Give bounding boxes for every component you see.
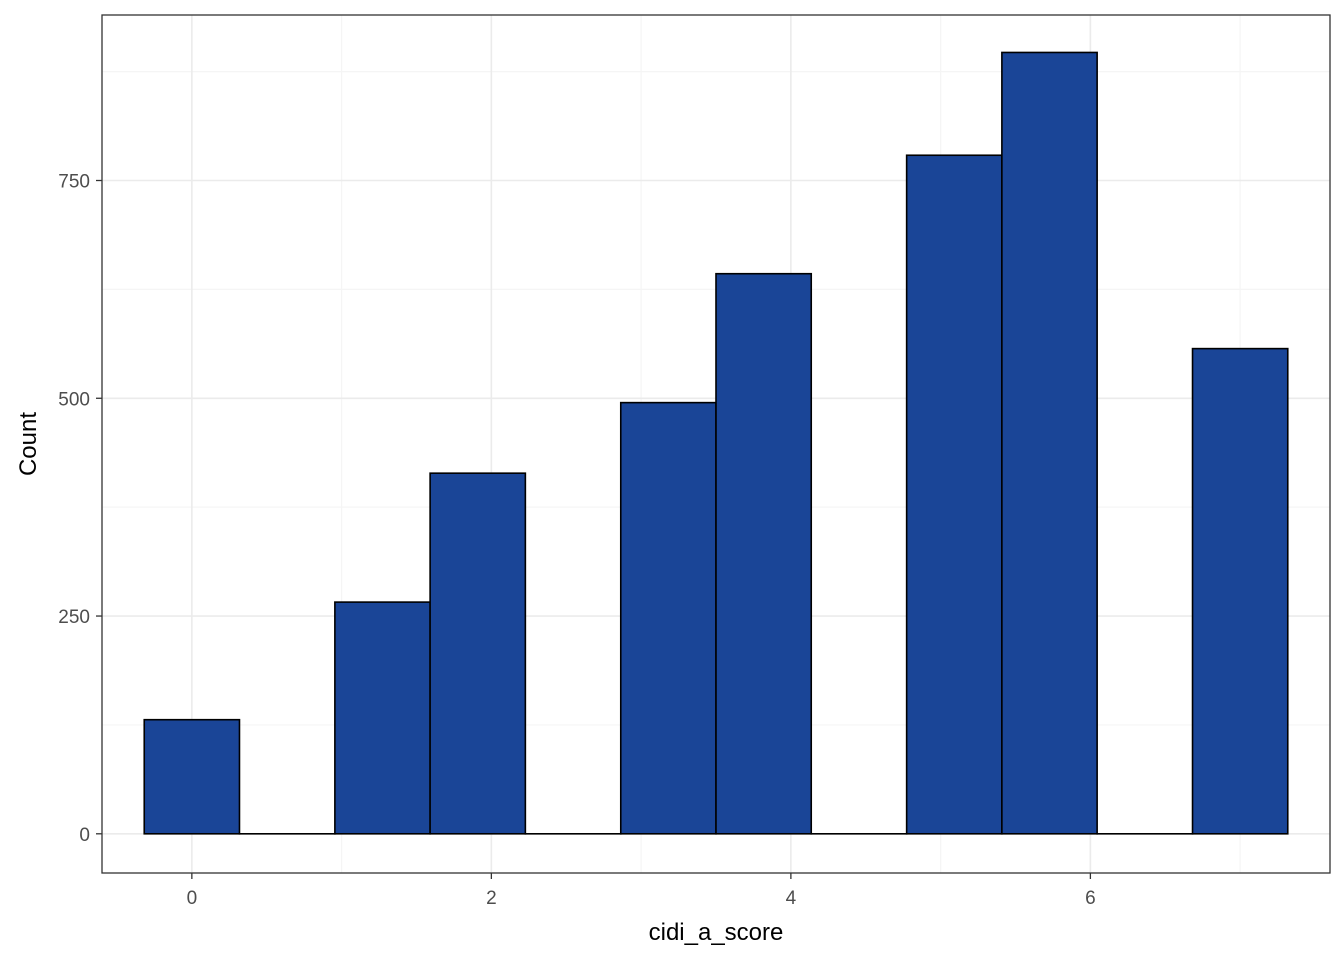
y-axis-title: Count xyxy=(15,412,42,476)
histogram-bar xyxy=(715,272,813,835)
panel-border xyxy=(101,14,1331,874)
x-tick-label: 2 xyxy=(486,888,497,909)
histogram-bars xyxy=(143,51,1289,835)
histogram-bar xyxy=(429,472,527,835)
y-tick-label: 750 xyxy=(58,172,90,193)
x-tick-label: 6 xyxy=(1085,888,1096,909)
y-tick-label: 0 xyxy=(79,825,90,846)
y-axis-ticks: 0 250 500 750 xyxy=(58,172,102,846)
histogram-bar xyxy=(1001,51,1098,835)
x-tick-label: 0 xyxy=(187,888,198,909)
histogram-bar xyxy=(1191,347,1289,835)
x-axis-ticks: 0 2 4 6 xyxy=(187,873,1096,909)
x-tick-label: 4 xyxy=(786,888,797,909)
histogram-bar xyxy=(143,718,241,835)
x-axis-title: cidi_a_score xyxy=(649,919,784,946)
histogram-bar xyxy=(334,601,431,835)
y-tick-label: 250 xyxy=(58,607,90,628)
histogram-bar xyxy=(905,154,1003,835)
y-tick-label: 500 xyxy=(58,389,90,410)
histogram-bar xyxy=(619,401,717,835)
